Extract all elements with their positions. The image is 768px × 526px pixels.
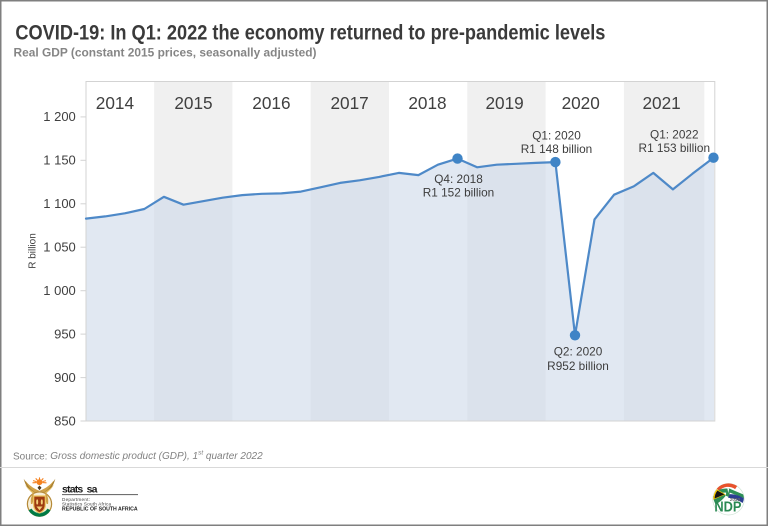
- svg-text:R1 153 billion: R1 153 billion: [639, 141, 710, 155]
- svg-text:2030: 2030: [730, 497, 741, 502]
- svg-text:2019: 2019: [485, 93, 523, 113]
- svg-text:Q4: 2018: Q4: 2018: [434, 172, 483, 186]
- svg-text:2018: 2018: [408, 93, 446, 113]
- svg-text:1 100: 1 100: [43, 196, 76, 211]
- svg-text:REPUBLIC OF SOUTH AFRICA: REPUBLIC OF SOUTH AFRICA: [62, 506, 138, 512]
- svg-text:850: 850: [54, 413, 76, 428]
- svg-text:R billion: R billion: [28, 233, 39, 269]
- svg-text:900: 900: [54, 370, 76, 385]
- svg-text:Statistics South Africa: Statistics South Africa: [62, 502, 111, 507]
- svg-text:NDP: NDP: [714, 500, 741, 516]
- svg-text:R1 152 billion: R1 152 billion: [423, 185, 494, 199]
- svg-text:1 150: 1 150: [43, 153, 76, 168]
- svg-text:1 050: 1 050: [43, 240, 76, 255]
- svg-text:stats sa: stats sa: [62, 483, 98, 495]
- svg-text:2020: 2020: [562, 93, 600, 113]
- svg-text:1 200: 1 200: [43, 109, 76, 124]
- svg-text:Q1: 2020: Q1: 2020: [532, 129, 581, 143]
- svg-text:Real GDP (constant 2015 prices: Real GDP (constant 2015 prices, seasonal…: [14, 47, 317, 60]
- svg-text:2014: 2014: [96, 93, 135, 113]
- svg-text:Department:: Department:: [62, 497, 90, 502]
- svg-text:R952 billion: R952 billion: [547, 359, 609, 373]
- svg-text:Q2: 2020: Q2: 2020: [554, 345, 603, 359]
- svg-text:R1 148 billion: R1 148 billion: [521, 142, 592, 156]
- svg-text:2017: 2017: [330, 93, 368, 113]
- svg-text:2016: 2016: [252, 93, 290, 113]
- svg-text:Q1: 2022: Q1: 2022: [650, 128, 699, 142]
- svg-text:COVID-19: In Q1: 2022 the econ: COVID-19: In Q1: 2022 the economy return…: [15, 21, 605, 45]
- svg-text:1 000: 1 000: [43, 283, 76, 298]
- svg-text:2021: 2021: [642, 93, 680, 113]
- svg-text:950: 950: [54, 326, 76, 341]
- svg-text:2015: 2015: [174, 93, 212, 113]
